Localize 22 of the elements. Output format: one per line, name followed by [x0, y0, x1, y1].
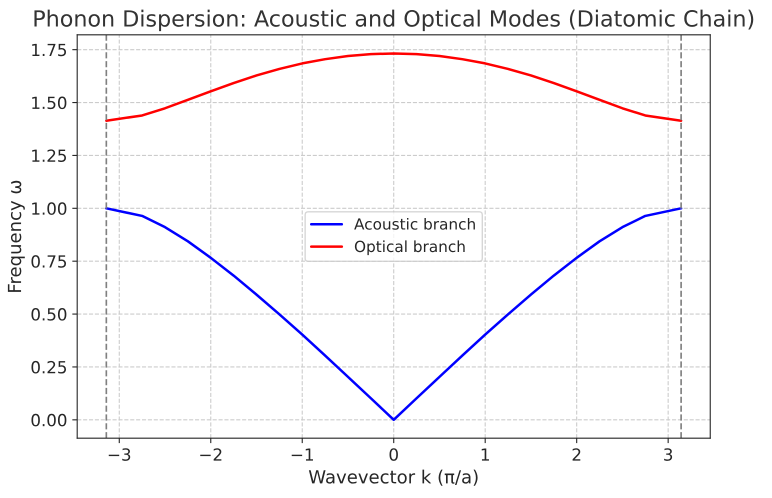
x-axis-title: Wavevector k (π/a) — [308, 470, 478, 486]
y-tick-label: 0.75 — [31, 255, 66, 268]
x-tick-label: −2 — [200, 448, 222, 461]
legend-label: Optical branch — [354, 240, 465, 256]
x-tick-label: 1 — [482, 448, 489, 461]
legend-label: Acoustic branch — [354, 218, 475, 230]
y-tick-label: 1.00 — [32, 202, 66, 215]
x-tick-label: −3 — [108, 448, 130, 461]
line-series — [105, 52, 682, 122]
x-tick-label: 2 — [572, 448, 580, 461]
line-series — [105, 207, 682, 422]
y-tick-label: 0.50 — [31, 308, 66, 321]
y-axis-title: Frequency ω — [8, 180, 25, 292]
x-tick-label: 3 — [664, 448, 672, 461]
y-tick-label: 1.50 — [32, 96, 66, 110]
x-tick-label: −1 — [292, 448, 313, 461]
x-tick-label: 0 — [390, 448, 398, 461]
y-tick-label: 0.00 — [31, 414, 66, 426]
chart-title: Phonon Dispersion: Acoustic and Optical Modes (Diatomic Chain) — [34, 10, 754, 32]
y-tick-label: 1.75 — [32, 44, 66, 56]
y-tick-label: 1.25 — [32, 149, 66, 162]
y-tick-label: 0.25 — [31, 360, 66, 374]
